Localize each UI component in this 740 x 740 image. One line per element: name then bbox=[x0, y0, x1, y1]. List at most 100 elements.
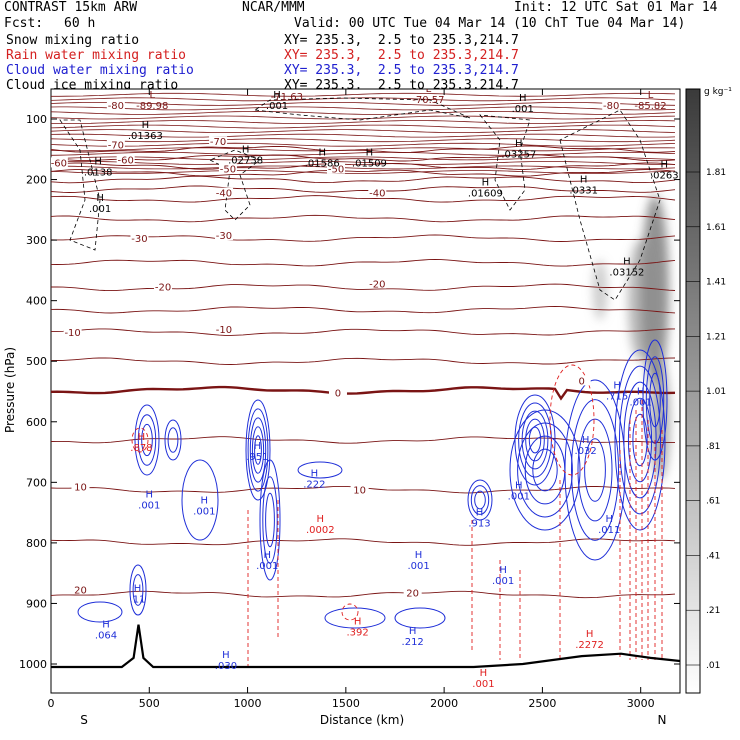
isotherm-label: -60 bbox=[51, 158, 67, 169]
cloud-water-contour bbox=[181, 459, 219, 541]
isotherm-label: -70 bbox=[210, 137, 226, 148]
isotherm-label: 0 bbox=[335, 389, 341, 400]
isotherm-strat bbox=[51, 102, 676, 106]
cloud-water-contour bbox=[245, 399, 271, 501]
isotherm-label: 0 bbox=[579, 376, 585, 387]
extremum-value: .01509 bbox=[352, 158, 387, 169]
x-tick-label: 1500 bbox=[332, 697, 360, 710]
isotherm-label-bg bbox=[154, 281, 173, 292]
extremum-value: .001 bbox=[508, 491, 530, 502]
field-cloud-water: Cloud water mixing ratio bbox=[6, 63, 194, 78]
extremum-kind: H bbox=[605, 514, 613, 525]
isotherm bbox=[51, 357, 676, 365]
model-title: CONTRAST 15km ARW bbox=[4, 0, 138, 15]
extremum-value: .001 bbox=[512, 104, 534, 115]
south-label: S bbox=[80, 713, 88, 727]
colorbar-tick-label: 1.01 bbox=[706, 387, 726, 397]
isotherm bbox=[51, 214, 676, 223]
isotherm-label: -10 bbox=[216, 325, 232, 336]
extremum-kind: H bbox=[146, 490, 154, 501]
cloud-water-contour bbox=[584, 438, 606, 502]
isotherm-label-bg bbox=[130, 233, 149, 244]
extremum-value: .0002 bbox=[306, 525, 335, 536]
extremum-value: .001 bbox=[407, 561, 429, 572]
temperature-isotherms bbox=[51, 92, 676, 599]
cloud-water-contour bbox=[623, 381, 657, 499]
isotherm-label-bg bbox=[71, 584, 90, 595]
isotherm bbox=[51, 145, 676, 153]
isotherm bbox=[51, 259, 676, 267]
extremum-value: .715 bbox=[606, 392, 628, 403]
isotherm bbox=[51, 162, 676, 170]
isotherm-label-bg bbox=[214, 323, 233, 334]
extremum-kind: H bbox=[499, 565, 507, 576]
extremum-value: -89.98 bbox=[136, 101, 168, 112]
extremum-value: -71.63 bbox=[271, 92, 303, 103]
cloud-water-contour bbox=[132, 574, 144, 606]
extremum-kind: H bbox=[613, 381, 621, 392]
isotherm-label-bg bbox=[368, 278, 387, 289]
isotherm-label-bg bbox=[328, 387, 347, 398]
extremum-value: .02738 bbox=[228, 155, 263, 166]
field-snow-xy: XY= 235.3, 2.5 to 235.3,214.7 bbox=[284, 33, 519, 48]
cloud-water-contour bbox=[394, 607, 446, 629]
forecast-label: Fcst: bbox=[4, 16, 44, 31]
cloud-water-contour bbox=[297, 461, 343, 479]
x-tick-label: 1000 bbox=[234, 697, 262, 710]
isotherm-labels: -80 -80 -70 -70 -60 -60 -50 -50 -40 -40 -30 -30 -20 -… bbox=[51, 99, 621, 599]
cloud-water-contours bbox=[77, 339, 668, 629]
rain-contour bbox=[341, 603, 359, 621]
isotherm-label-bg bbox=[63, 326, 82, 337]
isotherm-strat bbox=[51, 138, 676, 143]
isotherm-label: 10 bbox=[353, 485, 366, 496]
isotherm-label-bg bbox=[350, 484, 369, 495]
isotherm-label: -20 bbox=[155, 283, 171, 294]
extremum-value: .030 bbox=[215, 661, 237, 672]
cloud-water-contour bbox=[262, 476, 278, 564]
extremum-value: -85.82 bbox=[634, 101, 666, 112]
isotherm bbox=[51, 195, 676, 203]
extremum-kind: L bbox=[149, 90, 155, 101]
extremum-kind: H bbox=[519, 93, 527, 104]
cloud-water-contour bbox=[324, 607, 386, 629]
valid-time: Valid: 00 UTC Tue 04 Mar 14 (10 ChT Tue … bbox=[294, 16, 686, 31]
x-axis-title: Distance (km) bbox=[320, 713, 404, 727]
extremum-value: .0138 bbox=[84, 167, 113, 178]
cloud-water-contour bbox=[467, 479, 493, 521]
extremum-kind: H bbox=[515, 480, 523, 491]
extremum-value: .0331 bbox=[569, 186, 598, 197]
y-tick-label: 500 bbox=[26, 355, 47, 368]
isotherm-strat bbox=[51, 92, 676, 97]
isotherm bbox=[51, 590, 676, 599]
extremum-kind: H bbox=[222, 650, 230, 661]
y-tick-label: 400 bbox=[26, 295, 47, 308]
rain-contour bbox=[549, 364, 595, 476]
org-label: NCAR/MMM bbox=[242, 0, 305, 15]
extremum-kind: H bbox=[254, 441, 262, 452]
isotherm-label-bg bbox=[403, 587, 422, 598]
cloud-water-contour bbox=[642, 339, 668, 461]
snow-contours bbox=[59, 97, 661, 301]
extremum-value: -70.57 bbox=[412, 95, 444, 106]
extremum-kind: H bbox=[201, 496, 209, 507]
extremum-kind: H bbox=[317, 514, 325, 525]
init-time: Init: 12 UTC Sat 01 Mar 14 bbox=[514, 0, 718, 15]
extremum-kind: H bbox=[311, 468, 319, 479]
extremum-value: .951 bbox=[246, 452, 268, 463]
x-tick-label: 2500 bbox=[528, 697, 556, 710]
extremum-value: .2272 bbox=[575, 640, 604, 651]
isotherm-label-bg bbox=[218, 163, 237, 174]
extremum-value: .001 bbox=[256, 561, 278, 572]
snow-contour bbox=[209, 149, 261, 221]
cloud-water-contour bbox=[577, 418, 613, 522]
cloud-water-contour bbox=[164, 419, 182, 461]
isotherm-strat bbox=[51, 120, 676, 124]
extremum-kind: H bbox=[354, 617, 362, 628]
isotherm bbox=[51, 306, 676, 314]
colorbar-tick-label: 1.21 bbox=[706, 332, 726, 342]
x-tick-label: 2000 bbox=[430, 697, 458, 710]
rain-contour bbox=[131, 427, 149, 453]
extremum-kind: H bbox=[263, 550, 271, 561]
isotherm-label-bg bbox=[368, 187, 387, 198]
